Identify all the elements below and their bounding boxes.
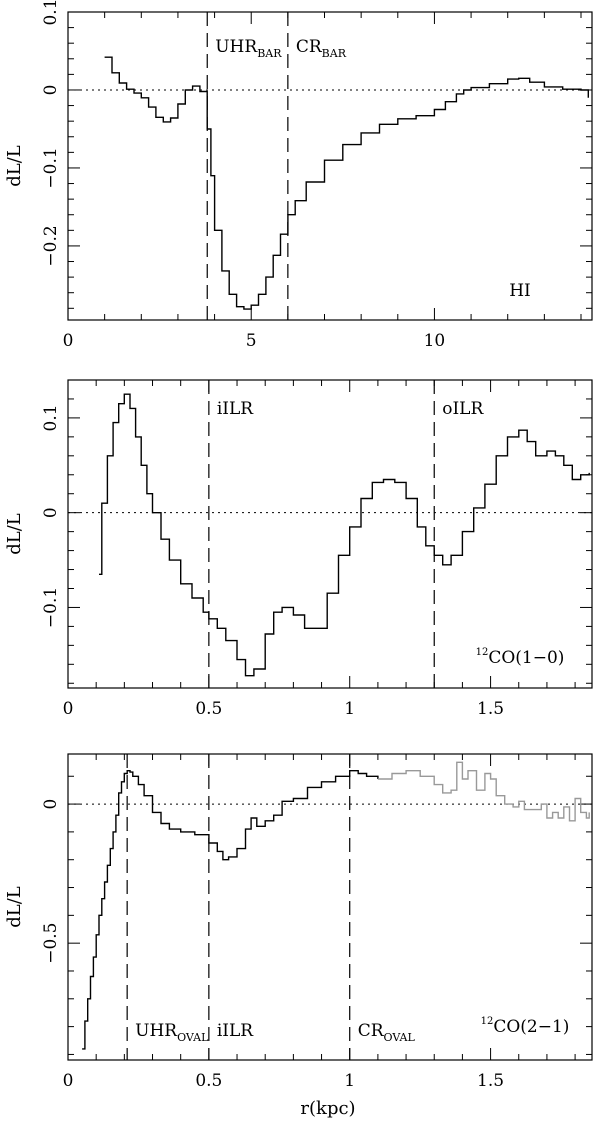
- x-tick-label: 0: [63, 1071, 74, 1091]
- vline-label: iILR: [217, 399, 254, 419]
- y-tick-label: −0.1: [41, 147, 61, 188]
- plot-frame: [67, 379, 593, 689]
- vline-label-sub: OVAL: [384, 1031, 416, 1044]
- x-tick-label: 10: [424, 331, 446, 351]
- y-tick-label: 0: [41, 507, 61, 518]
- x-tick-label: 1.5: [477, 699, 504, 719]
- vline-label-main: iILR: [217, 1021, 254, 1041]
- panel-co10: 0 0.5 1 1.5 0.1 0 −0.1 dL/L iILR oILR 12CO(1−0): [4, 379, 593, 719]
- y-axis-label: dL/L: [4, 513, 25, 555]
- vline-label: iILR: [217, 1021, 254, 1041]
- y-axis-label: dL/L: [4, 886, 25, 928]
- y-tick-label: 0.1: [41, 0, 61, 26]
- vline-label: CRBAR: [296, 37, 347, 60]
- vline-label-main: oILR: [442, 399, 484, 419]
- series-line: [82, 770, 379, 1050]
- y-tick-label: 0.1: [41, 404, 61, 431]
- x-tick-label: 0.5: [195, 699, 222, 719]
- y-tick-label: −0.2: [41, 225, 61, 266]
- y-tick-label: −0.5: [41, 923, 61, 964]
- series-line: [104, 56, 589, 310]
- vline-label: UHROVAL: [135, 1021, 209, 1044]
- x-axis-label: r(kpc): [300, 1098, 355, 1119]
- annotation-main: CO(1−0): [488, 648, 564, 668]
- plot-frame: [67, 11, 593, 321]
- annotation-sup: 12: [476, 647, 489, 658]
- y-tick-label: 0: [41, 85, 61, 96]
- panel-annotation: 12CO(2−1): [481, 1016, 570, 1037]
- y-tick-label: −0.1: [41, 587, 61, 628]
- x-tick-label: 0: [63, 699, 74, 719]
- x-tick-label: 0.5: [195, 1071, 222, 1091]
- series-line: [377, 761, 590, 822]
- x-tick-label: 1: [344, 699, 355, 719]
- vline-label-sub: OVAL: [177, 1031, 209, 1044]
- vline-label-main: iILR: [217, 399, 254, 419]
- panel-annotation: HI: [509, 281, 531, 301]
- plot-frame: [67, 753, 593, 1061]
- x-tick-label: 0: [63, 331, 74, 351]
- vline-label-main: CR: [358, 1021, 385, 1041]
- panel-annotation: 12CO(1−0): [476, 647, 565, 668]
- vline-label: UHRBAR: [215, 37, 282, 60]
- x-tick-label: 1: [344, 1071, 355, 1091]
- vline-label-main: UHR: [215, 37, 258, 57]
- x-tick-label: 5: [246, 331, 257, 351]
- x-tick-label: 1.5: [477, 1071, 504, 1091]
- y-tick-label: 0: [41, 799, 61, 810]
- vline-label-sub: BAR: [257, 47, 282, 60]
- annotation-sup: 12: [481, 1016, 494, 1027]
- vline-label-sub: BAR: [322, 47, 347, 60]
- y-axis-label: dL/L: [4, 145, 25, 187]
- vline-label-main: CR: [296, 37, 323, 57]
- vline-label: CROVAL: [358, 1021, 416, 1044]
- series-line: [99, 393, 590, 677]
- vline-label-main: UHR: [135, 1021, 178, 1041]
- vline-label: oILR: [442, 399, 484, 419]
- annotation-main: CO(2−1): [493, 1017, 569, 1037]
